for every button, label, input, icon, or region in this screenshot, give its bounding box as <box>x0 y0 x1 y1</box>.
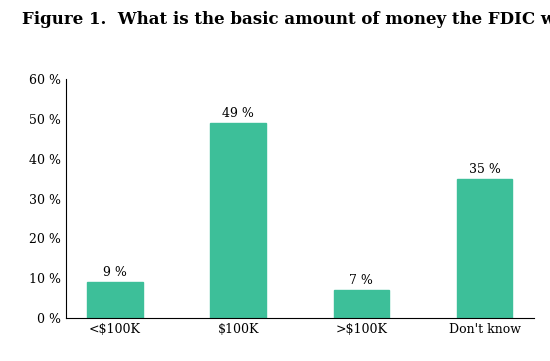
Text: Figure 1.  What is the basic amount of money the FDIC will insure?: Figure 1. What is the basic amount of mo… <box>22 11 550 28</box>
Text: 7 %: 7 % <box>349 274 373 287</box>
Bar <box>211 123 266 318</box>
Bar <box>334 290 389 318</box>
Text: 35 %: 35 % <box>469 163 500 176</box>
Text: 9 %: 9 % <box>103 266 127 279</box>
Bar <box>87 282 142 318</box>
Bar <box>457 179 512 318</box>
Text: 49 %: 49 % <box>222 107 254 120</box>
